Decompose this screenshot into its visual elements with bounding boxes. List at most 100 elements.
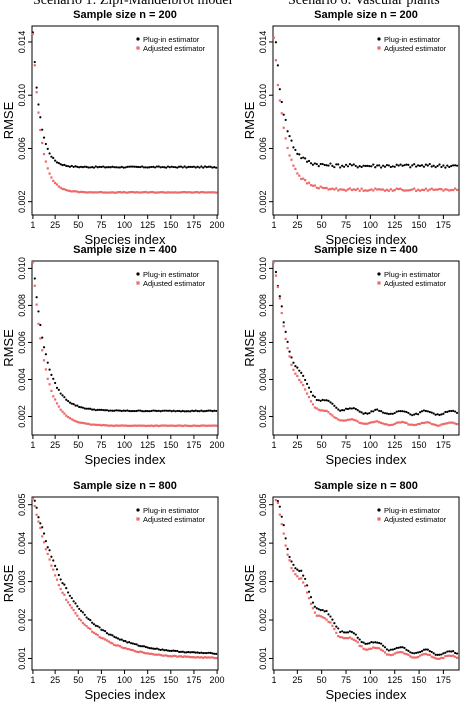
data-point-plugin	[403, 164, 406, 167]
data-point-plugin	[446, 410, 449, 414]
data-point-adjusted	[315, 614, 318, 617]
data-point-adjusted	[107, 191, 110, 194]
data-point-adjusted	[405, 421, 408, 425]
x-tick-label: 75	[96, 220, 106, 230]
data-point-plugin	[107, 409, 110, 412]
data-point-adjusted	[418, 654, 422, 657]
data-point-plugin	[354, 633, 357, 636]
data-point-adjusted	[135, 191, 138, 194]
data-point-adjusted	[150, 424, 153, 427]
data-point-adjusted	[391, 423, 394, 426]
data-point-plugin	[120, 409, 123, 413]
data-point-plugin	[342, 165, 346, 168]
data-point-adjusted	[302, 177, 305, 180]
data-point-adjusted	[42, 152, 46, 156]
data-point-adjusted	[94, 191, 97, 194]
data-point-plugin	[78, 405, 81, 409]
data-point-plugin	[111, 165, 114, 168]
data-point-plugin	[215, 652, 218, 656]
data-point-plugin	[416, 651, 420, 654]
data-point-plugin	[337, 627, 340, 630]
data-point-adjusted	[374, 420, 377, 423]
data-point-plugin	[360, 411, 363, 414]
data-point-adjusted	[35, 303, 38, 306]
data-point-adjusted	[288, 559, 291, 562]
data-point-plugin	[168, 649, 171, 653]
data-point-plugin	[187, 410, 190, 413]
data-point-plugin	[403, 410, 406, 413]
data-point-adjusted	[207, 656, 210, 659]
data-point-plugin	[192, 651, 196, 654]
data-point-adjusted	[370, 188, 373, 191]
x-tick-label: 75	[341, 220, 351, 230]
data-point-plugin	[81, 406, 84, 409]
data-point-adjusted	[358, 644, 361, 647]
data-point-plugin	[350, 164, 353, 167]
data-point-adjusted	[405, 652, 408, 656]
data-point-plugin	[278, 505, 281, 508]
data-point-plugin	[207, 651, 210, 654]
data-point-adjusted	[183, 655, 186, 658]
chart-title: Sample size n = 800	[73, 480, 177, 492]
data-point-adjusted	[444, 188, 447, 191]
data-point-plugin	[172, 409, 175, 412]
data-point-adjusted	[438, 424, 441, 427]
data-point-adjusted	[54, 181, 57, 185]
data-point-adjusted	[302, 581, 305, 584]
data-point-plugin	[59, 578, 62, 581]
data-point-adjusted	[424, 421, 427, 424]
data-point-adjusted	[68, 417, 72, 420]
data-point-plugin	[276, 499, 279, 503]
data-point-adjusted	[304, 388, 307, 391]
data-point-adjusted	[165, 191, 168, 194]
data-point-adjusted	[442, 422, 445, 426]
data-point-adjusted	[401, 420, 404, 424]
x-tick-label: 200	[210, 220, 225, 230]
data-point-plugin	[144, 166, 147, 169]
data-point-adjusted	[96, 633, 99, 637]
data-point-plugin	[137, 165, 140, 169]
data-point-adjusted	[403, 189, 406, 192]
data-point-adjusted	[178, 424, 181, 427]
data-point-plugin	[139, 165, 142, 169]
data-point-adjusted	[215, 424, 218, 427]
data-point-adjusted	[172, 191, 175, 194]
data-point-adjusted	[104, 638, 107, 641]
data-point-plugin	[146, 166, 149, 169]
data-point-adjusted	[111, 424, 114, 427]
x-tick-label: 125	[140, 440, 155, 450]
data-point-plugin	[444, 166, 447, 169]
data-point-adjusted	[196, 191, 199, 194]
y-tick-label: 0.002	[17, 609, 27, 632]
data-point-plugin	[329, 162, 332, 165]
data-point-adjusted	[294, 167, 297, 171]
data-point-adjusted	[344, 419, 348, 422]
data-point-plugin	[370, 410, 373, 413]
data-point-adjusted	[55, 183, 59, 186]
data-point-plugin	[422, 409, 426, 412]
data-point-adjusted	[141, 191, 144, 194]
data-point-adjusted	[205, 191, 208, 194]
data-point-plugin	[378, 409, 381, 413]
data-point-plugin	[44, 142, 47, 146]
legend-marker-plugin	[377, 272, 381, 276]
data-point-adjusted	[122, 647, 125, 650]
data-point-adjusted	[59, 587, 62, 591]
data-point-plugin	[389, 648, 392, 651]
data-point-adjusted	[321, 186, 324, 189]
data-point-adjusted	[41, 349, 44, 352]
data-point-adjusted	[360, 422, 363, 425]
data-point-plugin	[202, 652, 205, 655]
data-point-adjusted	[446, 422, 449, 425]
data-point-plugin	[342, 409, 346, 412]
data-point-adjusted	[454, 655, 457, 658]
x-tick-label: 75	[341, 675, 351, 685]
data-point-adjusted	[139, 191, 142, 194]
data-point-adjusted	[444, 422, 447, 425]
data-point-plugin	[200, 409, 203, 412]
data-point-adjusted	[100, 636, 103, 640]
data-point-adjusted	[432, 188, 435, 191]
data-point-adjusted	[348, 187, 352, 190]
y-tick-label: 0.006	[258, 331, 268, 354]
data-point-plugin	[207, 409, 210, 412]
